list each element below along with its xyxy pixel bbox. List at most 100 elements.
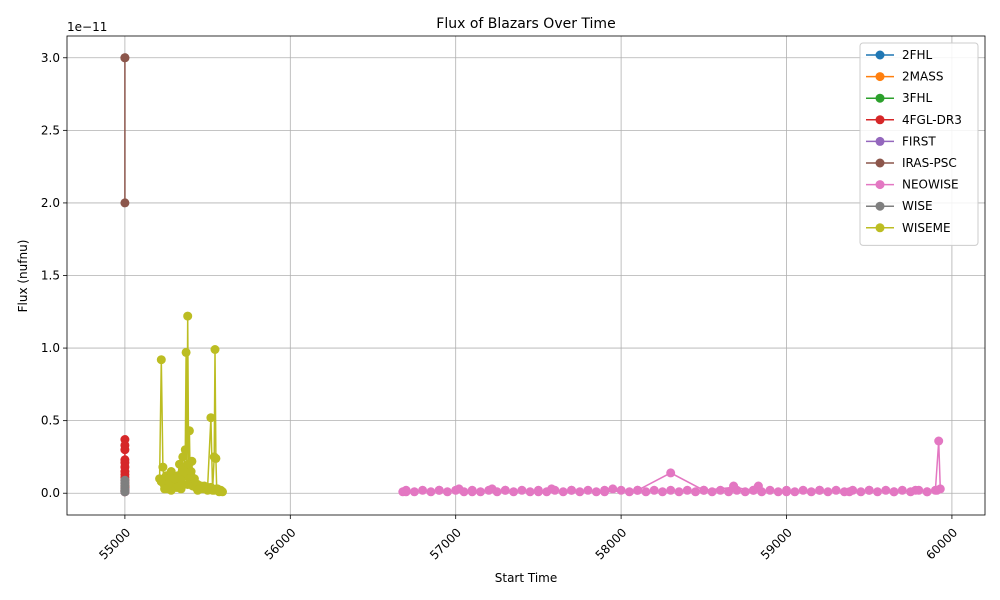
legend-item: NEOWISE bbox=[866, 178, 959, 192]
data-point bbox=[206, 413, 216, 423]
data-point bbox=[184, 426, 194, 436]
y-tick-label: 0.5 bbox=[41, 414, 60, 428]
data-point bbox=[120, 445, 130, 455]
legend-label: 2FHL bbox=[902, 48, 933, 62]
data-point bbox=[558, 487, 568, 497]
data-point bbox=[856, 487, 866, 497]
data-point bbox=[864, 485, 874, 495]
legend-item: 2MASS bbox=[866, 70, 943, 84]
data-point bbox=[934, 436, 944, 446]
data-point bbox=[633, 485, 643, 495]
data-point bbox=[178, 452, 188, 462]
data-point bbox=[624, 487, 634, 497]
data-point bbox=[120, 198, 130, 208]
legend-item: WISEME bbox=[866, 221, 951, 235]
data-point bbox=[193, 485, 203, 495]
legend-label: FIRST bbox=[902, 134, 936, 148]
data-point bbox=[409, 487, 419, 497]
data-point bbox=[806, 487, 816, 497]
data-point bbox=[823, 487, 833, 497]
data-point bbox=[765, 485, 775, 495]
data-point bbox=[120, 53, 130, 63]
legend-marker bbox=[875, 72, 885, 82]
data-point bbox=[591, 487, 601, 497]
data-point bbox=[911, 485, 920, 495]
data-point bbox=[707, 487, 717, 497]
data-point bbox=[476, 487, 485, 497]
data-point bbox=[600, 487, 610, 497]
data-point bbox=[183, 311, 193, 321]
legend-item: 2FHL bbox=[866, 48, 933, 62]
data-point bbox=[682, 485, 692, 495]
x-axis-label: Start Time bbox=[495, 571, 558, 585]
y-tick-label: 1.5 bbox=[41, 269, 60, 283]
data-point bbox=[492, 487, 502, 497]
legend-label: IRAS-PSC bbox=[902, 156, 957, 170]
data-point bbox=[166, 467, 176, 476]
legend-marker bbox=[875, 223, 885, 233]
data-point bbox=[210, 345, 220, 354]
data-point bbox=[798, 485, 808, 495]
data-point bbox=[881, 485, 891, 495]
data-point bbox=[156, 355, 166, 365]
data-point bbox=[757, 487, 767, 497]
legend-label: WISE bbox=[902, 199, 933, 213]
data-point bbox=[509, 487, 519, 497]
data-point bbox=[666, 468, 676, 478]
chart-title: Flux of Blazars Over Time bbox=[436, 16, 615, 32]
data-point bbox=[815, 485, 825, 495]
legend-marker bbox=[875, 50, 885, 60]
legend-marker bbox=[875, 158, 885, 168]
legend-item: 3FHL bbox=[866, 91, 933, 105]
data-point bbox=[179, 467, 189, 476]
y-axis-label: Flux (nufnu) bbox=[16, 240, 30, 313]
data-point bbox=[211, 453, 221, 463]
data-point bbox=[467, 487, 477, 497]
data-point bbox=[186, 471, 196, 481]
data-point bbox=[120, 487, 130, 497]
legend-marker bbox=[875, 115, 885, 125]
legend-label: 4FGL-DR3 bbox=[902, 113, 962, 127]
data-point bbox=[160, 484, 170, 494]
y-tick-label: 1.0 bbox=[41, 341, 60, 355]
data-point bbox=[567, 485, 576, 495]
legend-item: FIRST bbox=[866, 134, 936, 148]
y-tick-label: 0.0 bbox=[41, 486, 60, 500]
series-iras-psc bbox=[120, 53, 130, 208]
data-point bbox=[699, 485, 709, 495]
data-point bbox=[500, 485, 510, 495]
data-point bbox=[156, 477, 166, 487]
data-point bbox=[517, 485, 527, 495]
data-point bbox=[782, 487, 791, 497]
data-point bbox=[748, 485, 758, 495]
data-point bbox=[459, 487, 469, 497]
data-point bbox=[583, 485, 593, 495]
data-point bbox=[641, 487, 651, 497]
data-point bbox=[616, 485, 626, 495]
y-tick-label: 2.5 bbox=[41, 123, 60, 137]
data-point bbox=[426, 487, 436, 497]
legend-marker bbox=[875, 93, 885, 103]
y-axis: 0.0 0.5 1.0 1.5 2.0 2.5 3.0 bbox=[41, 51, 67, 500]
data-point bbox=[180, 445, 190, 455]
data-point bbox=[658, 487, 667, 497]
series-neowise bbox=[398, 436, 945, 497]
data-point bbox=[691, 487, 700, 497]
data-point bbox=[525, 487, 535, 497]
data-point bbox=[932, 485, 942, 495]
series-wise bbox=[120, 475, 130, 497]
data-point bbox=[790, 487, 800, 497]
legend-item: WISE bbox=[866, 199, 933, 213]
data-point bbox=[831, 485, 841, 495]
legend-marker bbox=[875, 180, 885, 190]
legend-marker bbox=[875, 136, 885, 146]
data-point bbox=[889, 487, 899, 497]
y-tick-label: 2.0 bbox=[41, 196, 60, 210]
legend-label: WISEME bbox=[902, 221, 951, 235]
legend-box bbox=[859, 42, 979, 246]
data-point bbox=[773, 487, 783, 497]
data-point bbox=[873, 487, 882, 497]
data-point bbox=[922, 487, 932, 497]
